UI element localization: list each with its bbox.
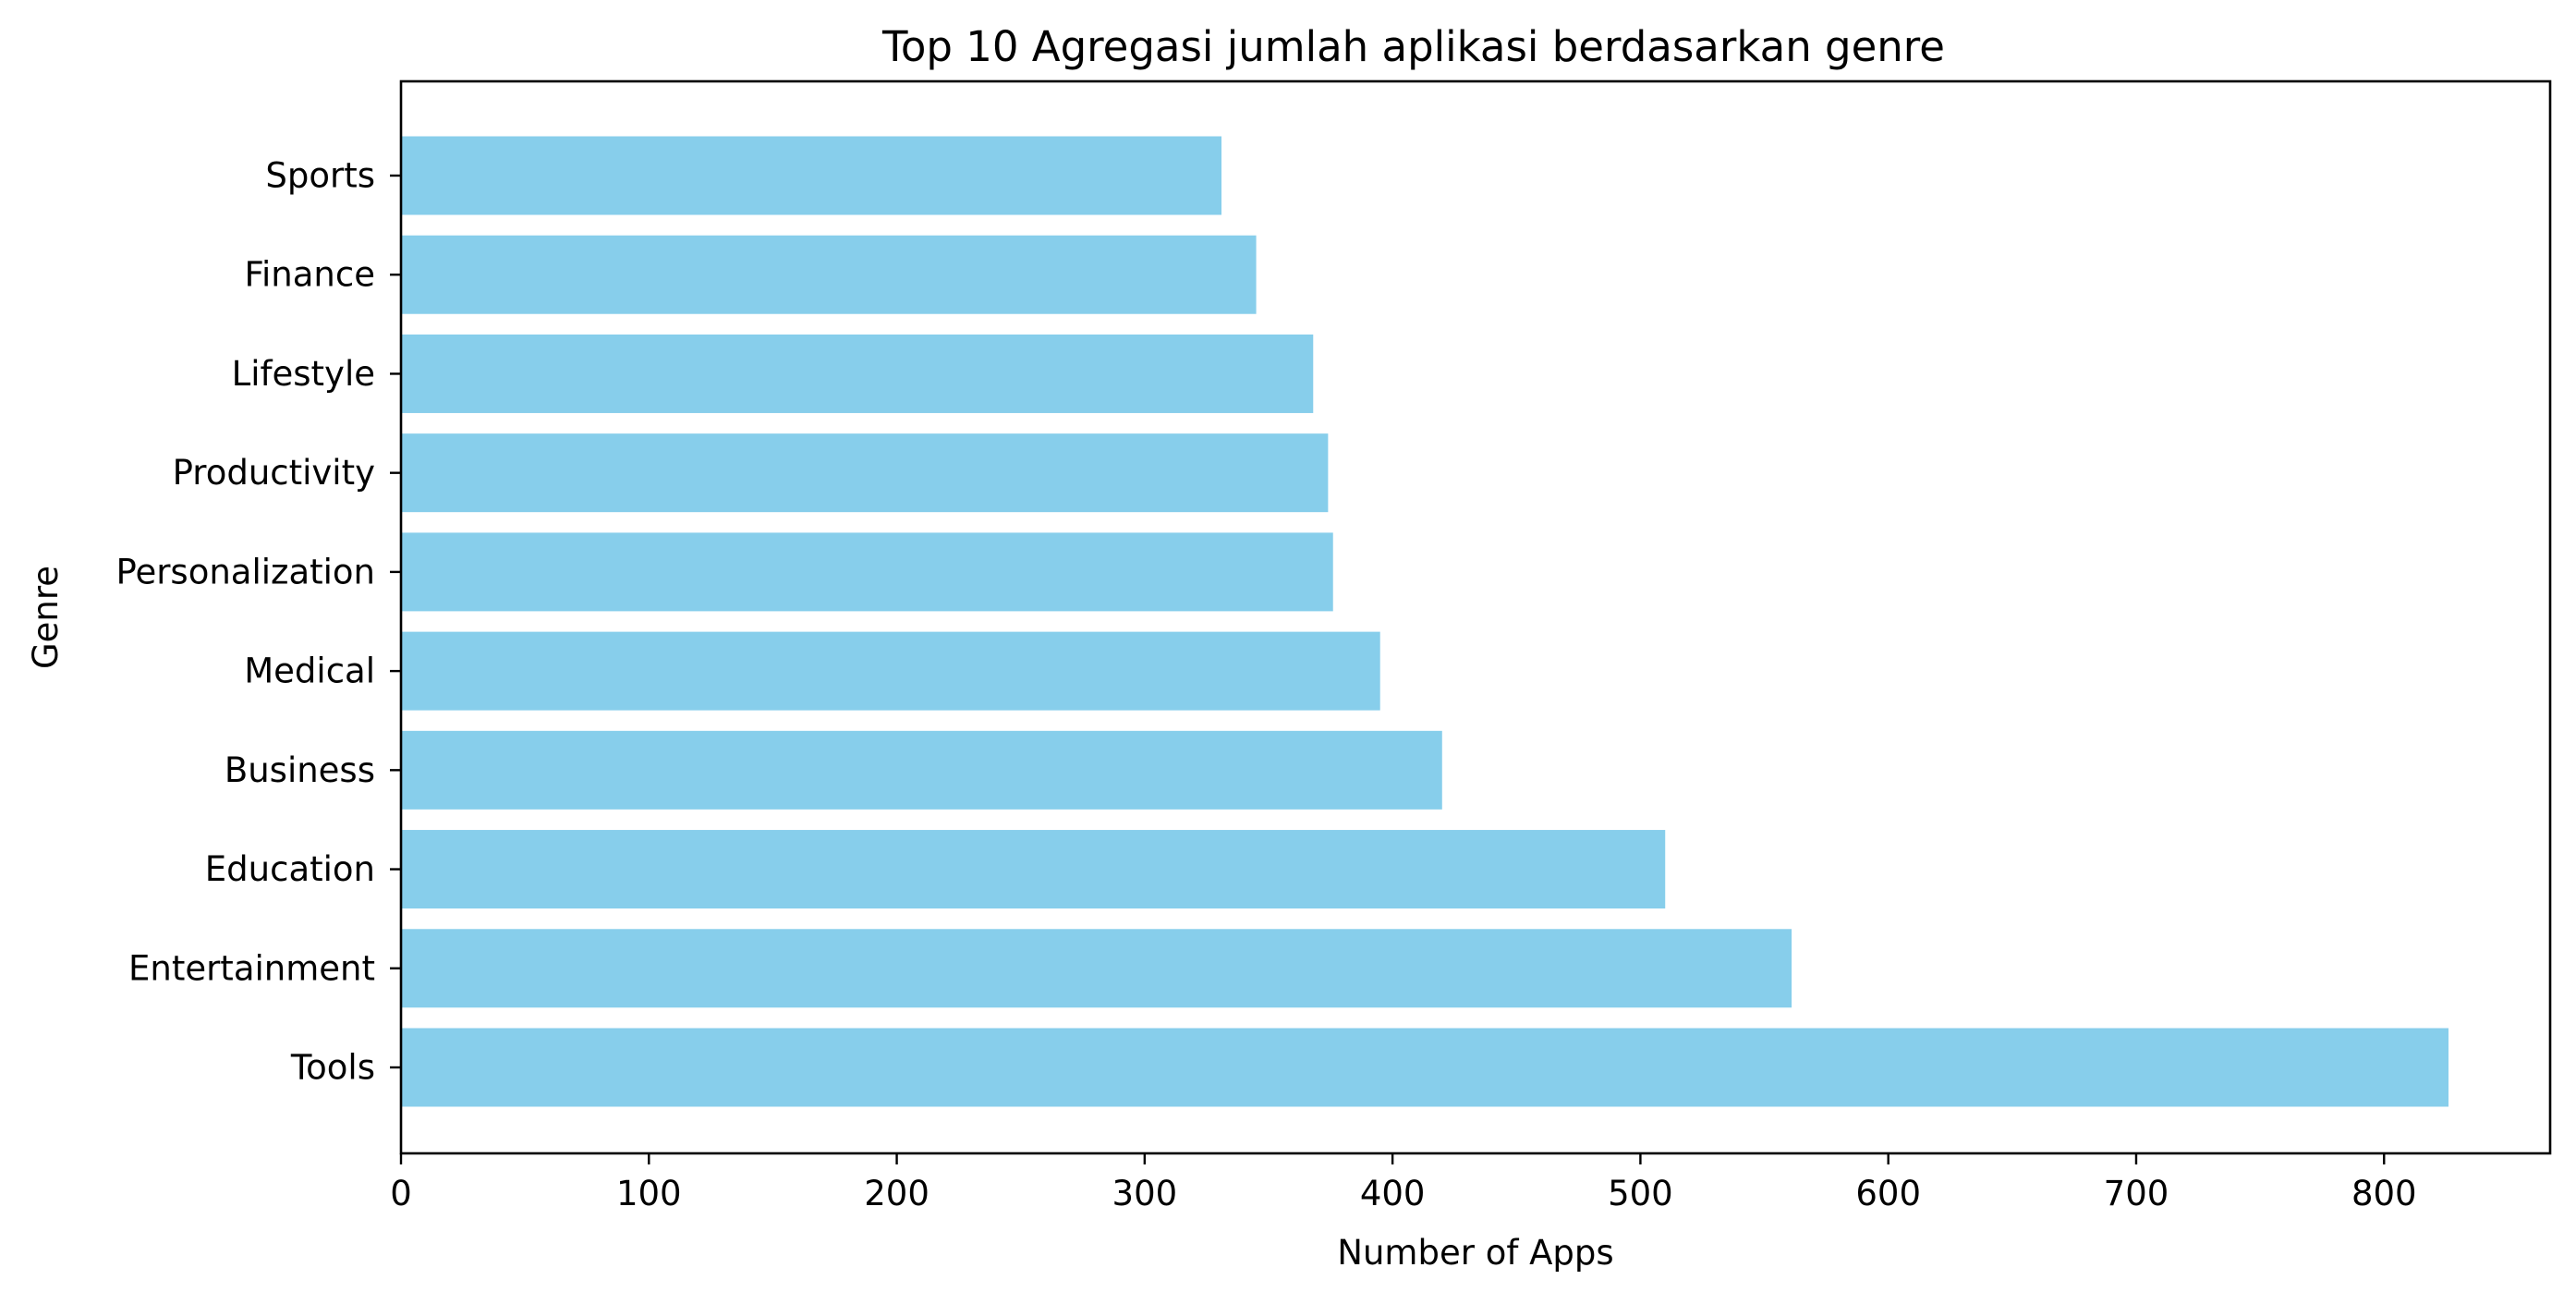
bar-tools [401, 1028, 2449, 1107]
y-tick-label-lifestyle: Lifestyle [232, 354, 375, 394]
x-tick-label-400: 400 [1360, 1174, 1426, 1213]
ticks-layer: Tools Entertainment Education Business Medic… [115, 156, 2416, 1214]
x-tick-label-200: 200 [864, 1174, 930, 1213]
y-tick-label-tools: Tools [290, 1048, 375, 1088]
y-tick-label-productivity: Productivity [173, 453, 375, 493]
y-tick-label-sports: Sports [265, 156, 375, 196]
x-tick-label-0: 0 [390, 1174, 412, 1213]
bar-sports [401, 136, 1222, 215]
bar-lifestyle [401, 334, 1314, 413]
bars-layer [401, 136, 2449, 1107]
bar-medical [401, 631, 1380, 711]
x-tick-label-300: 300 [1112, 1174, 1178, 1213]
y-tick-label-medical: Medical [244, 652, 375, 691]
x-axis-label: Number of Apps [1337, 1233, 1613, 1273]
x-tick-label-600: 600 [1855, 1174, 1921, 1213]
plot-frame [399, 79, 2552, 1155]
y-tick-label-entertainment: Entertainment [128, 948, 375, 988]
bar-personalization [401, 532, 1333, 612]
x-tick-label-700: 700 [2104, 1174, 2169, 1213]
x-tick-label-500: 500 [1608, 1174, 1673, 1213]
y-axis-label: Genre [26, 566, 66, 669]
x-tick-label-800: 800 [2351, 1174, 2417, 1213]
x-tick-label-100: 100 [616, 1174, 682, 1213]
bar-education [401, 830, 1666, 909]
bar-business [401, 730, 1442, 810]
chart-title: Top 10 Agregasi jumlah aplikasi berdasar… [881, 22, 1945, 71]
bar-entertainment [401, 929, 1792, 1008]
y-tick-label-business: Business [225, 750, 375, 790]
bar-finance [401, 235, 1257, 314]
y-tick-label-education: Education [205, 849, 375, 889]
bar-productivity [401, 433, 1329, 513]
y-tick-label-personalization: Personalization [115, 552, 375, 591]
y-tick-label-finance: Finance [244, 255, 375, 295]
